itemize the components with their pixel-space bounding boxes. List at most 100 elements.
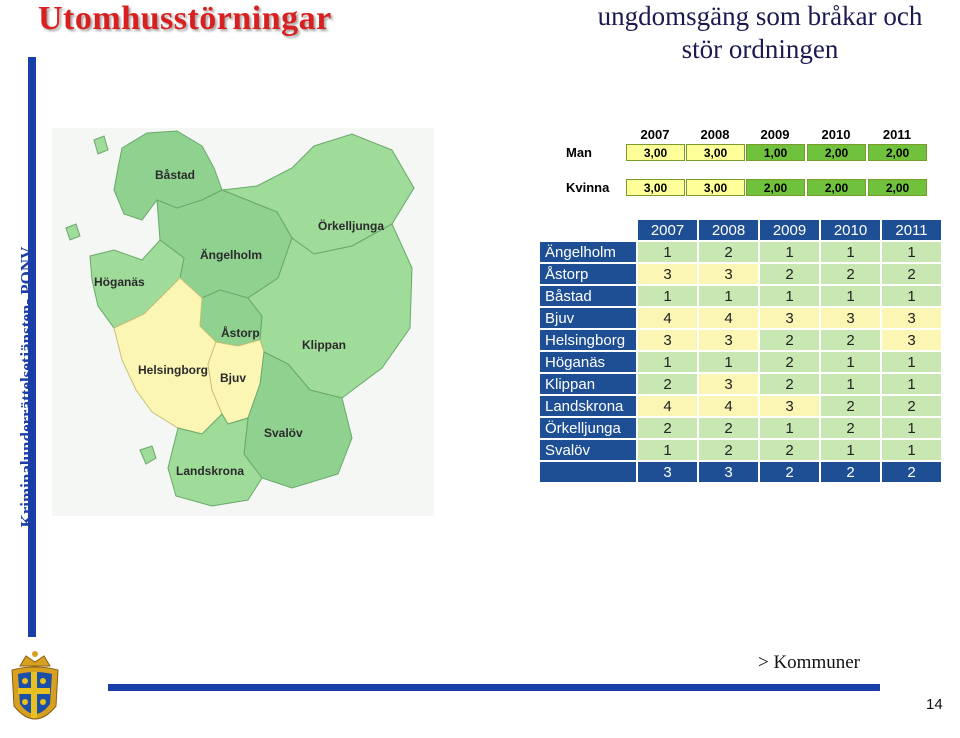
map-label-angelholm: Ängelholm bbox=[200, 247, 262, 262]
table-cell: 1 bbox=[882, 352, 941, 372]
map-region-landskrona bbox=[167, 413, 263, 507]
table-cell: 1 bbox=[638, 242, 697, 262]
table-cell: 2 bbox=[760, 352, 819, 372]
table-year-header: 2008 bbox=[699, 220, 758, 240]
table-cell: 3 bbox=[638, 264, 697, 284]
municipality-table: 2007 2008 2009 2010 2011 Ängelholm 1 2 1 1 1 Åstorp… bbox=[540, 220, 942, 482]
left-accent-bar bbox=[28, 57, 36, 637]
table-cell: 1 bbox=[699, 352, 758, 372]
table-cell: 3 bbox=[882, 330, 941, 350]
table-cell: 1 bbox=[638, 286, 697, 306]
table-cell: 2 bbox=[882, 264, 941, 284]
table-cell: 2 bbox=[760, 374, 819, 394]
table-row-name: Ängelholm bbox=[540, 242, 636, 262]
subtitle-line-1: ungdomsgäng som bråkar och bbox=[597, 1, 923, 31]
table-year-header: 2011 bbox=[882, 220, 941, 240]
table-cell: 2 bbox=[821, 264, 880, 284]
table-cell: 1 bbox=[882, 418, 941, 438]
table-cell: 1 bbox=[760, 286, 819, 306]
table-cell: 1 bbox=[638, 352, 697, 372]
table-cell: 2 bbox=[760, 264, 819, 284]
summary-cell: 1,00 bbox=[746, 144, 805, 161]
table-cell: 4 bbox=[638, 308, 697, 328]
table-cell: 2 bbox=[760, 440, 819, 460]
map-label-svalov: Svalöv bbox=[264, 426, 303, 440]
table-cell: 1 bbox=[821, 374, 880, 394]
table-cell: 1 bbox=[760, 418, 819, 438]
table-row-name: Helsingborg bbox=[540, 330, 636, 350]
table-cell: 3 bbox=[638, 462, 697, 482]
table-cell: 3 bbox=[699, 330, 758, 350]
summary-cell: 3,00 bbox=[626, 144, 685, 161]
summary-cell: 2,00 bbox=[807, 144, 866, 161]
summary-year-header: 2009 bbox=[760, 127, 790, 142]
table-cell: 1 bbox=[882, 374, 941, 394]
summary-table: 2007 2008 2009 2010 2011 Man 3,00 3,00 1,00 2,00 2… bbox=[564, 124, 932, 198]
table-cell: 2 bbox=[821, 330, 880, 350]
map-label-orkelljunga: Örkelljunga bbox=[318, 218, 384, 233]
table-cell: 2 bbox=[699, 242, 758, 262]
slide-title: Utomhusstörningar bbox=[38, 0, 332, 37]
table-cell: 4 bbox=[699, 396, 758, 416]
map-label-landskrona: Landskrona bbox=[176, 464, 244, 478]
table-cell: 2 bbox=[638, 418, 697, 438]
map-label-astorp: Åstorp bbox=[221, 325, 260, 340]
table-cell: 1 bbox=[760, 242, 819, 262]
table-row-name: Landskrona bbox=[540, 396, 636, 416]
table-cell: 4 bbox=[638, 396, 697, 416]
table-cell: 1 bbox=[699, 286, 758, 306]
table-row-name bbox=[540, 462, 636, 482]
table-cell: 1 bbox=[882, 440, 941, 460]
kommuner-link[interactable]: > Kommuner bbox=[758, 652, 861, 673]
summary-row-label: Kvinna bbox=[566, 180, 610, 195]
table-row-name: Höganäs bbox=[540, 352, 636, 372]
footer-accent-bar bbox=[108, 684, 880, 691]
table-cell: 2 bbox=[821, 462, 880, 482]
table-cell: 3 bbox=[760, 396, 819, 416]
table-cell: 2 bbox=[760, 330, 819, 350]
map-label-bjuv: Bjuv bbox=[220, 371, 246, 385]
summary-year-header: 2008 bbox=[700, 127, 730, 142]
map-island-west bbox=[65, 223, 81, 241]
table-cell: 4 bbox=[699, 308, 758, 328]
summary-cell: 2,00 bbox=[807, 179, 866, 196]
map-label-bastad: Båstad bbox=[155, 168, 195, 182]
table-row-name: Klippan bbox=[540, 374, 636, 394]
map-island-ven bbox=[139, 445, 157, 465]
summary-year-header: 2007 bbox=[640, 127, 670, 142]
table-cell: 3 bbox=[699, 462, 758, 482]
table-cell: 1 bbox=[821, 352, 880, 372]
table-cell: 1 bbox=[821, 242, 880, 262]
subtitle-line-2: stör ordningen bbox=[681, 34, 839, 64]
map-label-klippan: Klippan bbox=[302, 338, 346, 352]
table-row-name: Åstorp bbox=[540, 264, 636, 284]
table-cell: 3 bbox=[760, 308, 819, 328]
table-year-header: 2007 bbox=[638, 220, 697, 240]
summary-year-header: 2010 bbox=[821, 127, 851, 142]
table-cell: 2 bbox=[882, 396, 941, 416]
table-year-header: 2010 bbox=[821, 220, 880, 240]
summary-year-header: 2011 bbox=[882, 127, 912, 142]
summary-cell: 2,00 bbox=[746, 179, 805, 196]
table-row-name: Bjuv bbox=[540, 308, 636, 328]
table-cell: 2 bbox=[821, 418, 880, 438]
table-row-name: Båstad bbox=[540, 286, 636, 306]
table-cell: 2 bbox=[699, 418, 758, 438]
table-row-name: Svalöv bbox=[540, 440, 636, 460]
slide-subtitle: ungdomsgäng som bråkar och stör ordninge… bbox=[560, 0, 960, 66]
summary-cell: 2,00 bbox=[868, 144, 927, 161]
summary-cell: 3,00 bbox=[686, 144, 745, 161]
table-cell: 2 bbox=[638, 374, 697, 394]
table-cell: 1 bbox=[882, 242, 941, 262]
page-number: 14 bbox=[926, 696, 943, 713]
table-cell: 3 bbox=[699, 374, 758, 394]
table-cell: 2 bbox=[882, 462, 941, 482]
table-cell: 1 bbox=[821, 286, 880, 306]
table-cell: 1 bbox=[821, 440, 880, 460]
summary-cell: 3,00 bbox=[626, 179, 685, 196]
table-cell: 2 bbox=[760, 462, 819, 482]
table-cell: 3 bbox=[882, 308, 941, 328]
table-cell: 3 bbox=[699, 264, 758, 284]
map-island-north bbox=[93, 135, 109, 155]
table-year-header: 2009 bbox=[760, 220, 819, 240]
